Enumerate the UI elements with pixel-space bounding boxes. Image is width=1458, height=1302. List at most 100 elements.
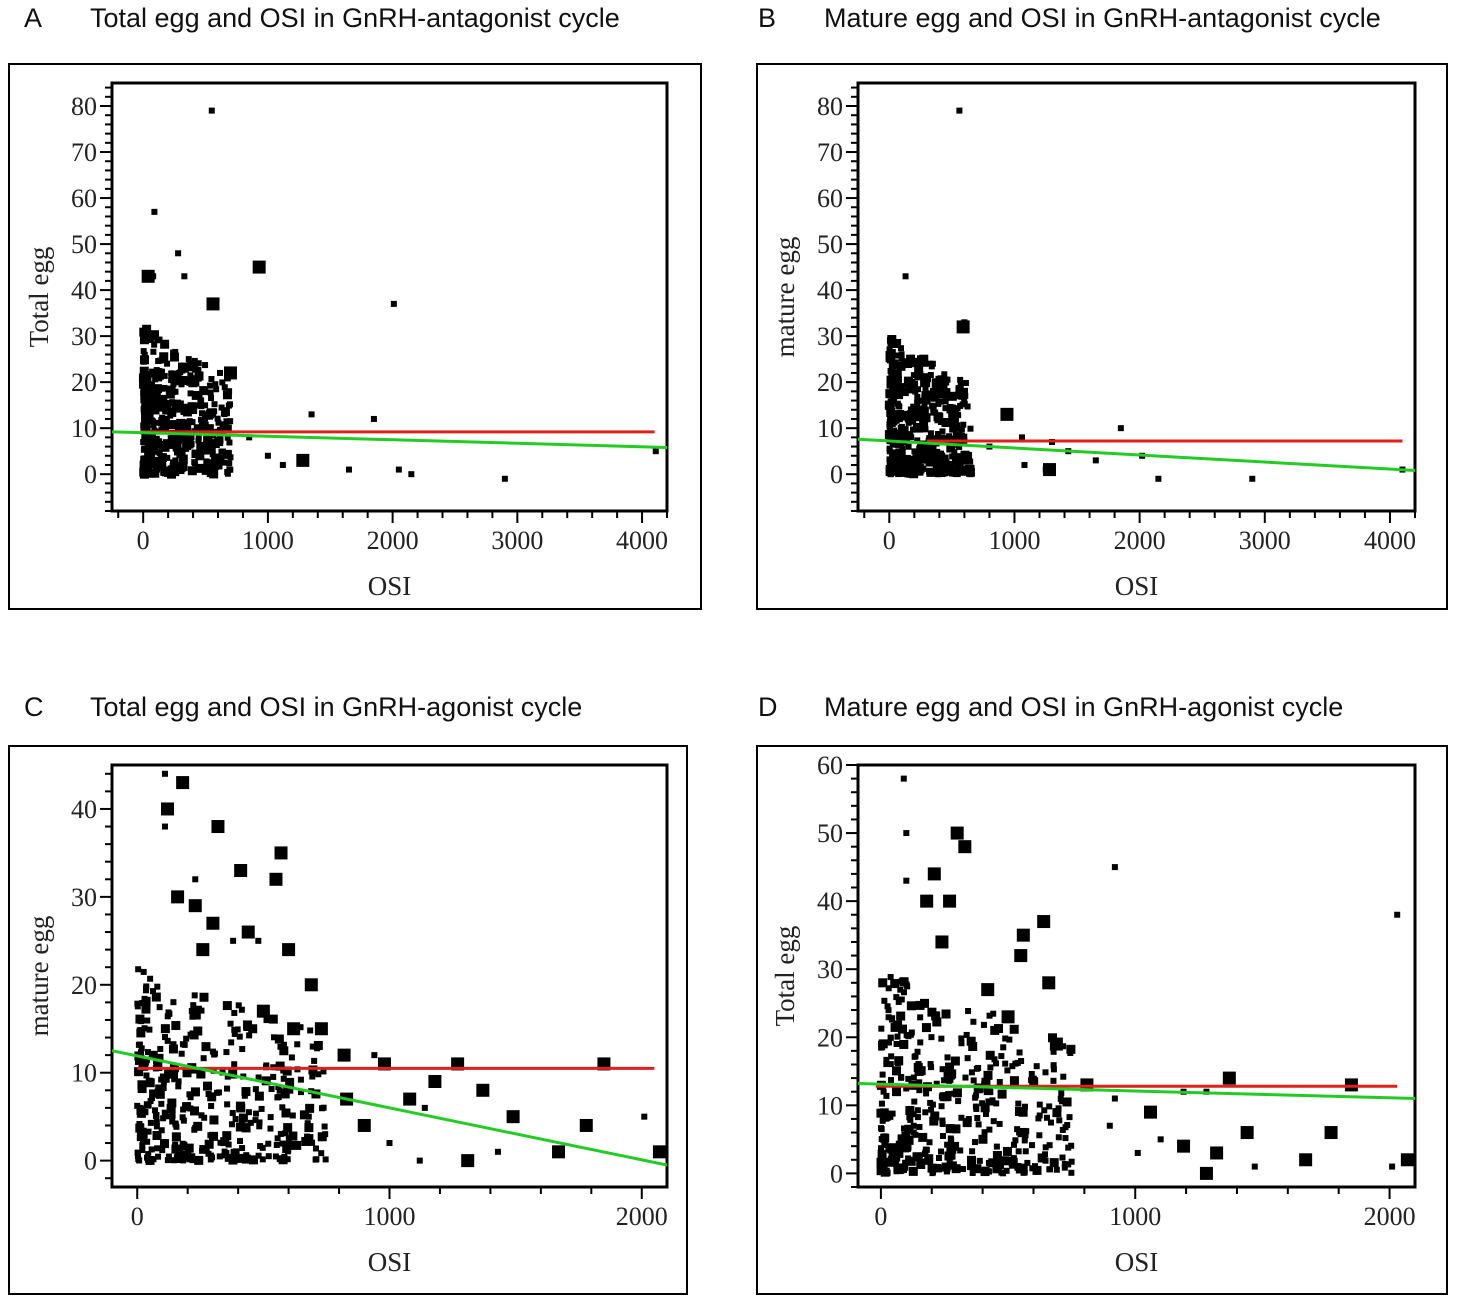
data-point: [256, 1123, 263, 1130]
data-point: [923, 1146, 930, 1153]
data-point: [209, 1115, 219, 1125]
data-point: [145, 468, 155, 478]
y-tick-label: 20: [817, 368, 843, 397]
x-axis-label: OSI: [368, 571, 412, 601]
data-point: [1018, 1163, 1028, 1173]
panel-b-letter: B: [758, 3, 777, 33]
data-point: [1021, 1103, 1028, 1110]
data-point: [911, 1053, 918, 1060]
data-point: [941, 417, 951, 427]
plot-area-border: [856, 81, 1417, 513]
data-point: [305, 1113, 312, 1120]
data-point: [187, 402, 197, 412]
panel-c-title-text: Total egg and OSI in GnRH-agonist cycle: [90, 692, 583, 722]
x-tick-label: 2000: [367, 526, 419, 555]
data-point: [1022, 1148, 1029, 1155]
data-point: [154, 983, 161, 990]
data-point: [137, 1049, 144, 1056]
data-point-large: [1014, 949, 1028, 963]
data-point: [1003, 1167, 1010, 1174]
data-point: [159, 1147, 166, 1154]
data-point: [198, 1112, 205, 1119]
data-point: [159, 352, 169, 362]
data-point: [155, 358, 162, 365]
data-point: [939, 434, 946, 441]
data-point: [914, 423, 924, 433]
data-point: [894, 1165, 904, 1175]
y-tick-label: 10: [71, 414, 97, 443]
data-point: [154, 419, 161, 426]
data-point-large: [1000, 407, 1014, 421]
data-point: [1092, 457, 1099, 464]
data-point: [139, 1142, 146, 1149]
data-point: [940, 1164, 947, 1171]
data-point: [137, 1027, 144, 1034]
data-point: [236, 1103, 246, 1113]
data-point: [155, 1084, 165, 1094]
data-point: [1117, 425, 1124, 432]
data-point: [203, 1081, 213, 1091]
data-point: [164, 360, 171, 367]
data-point: [227, 1020, 234, 1027]
data-point: [876, 1108, 886, 1118]
data-point-large: [161, 802, 174, 816]
data-point: [148, 1146, 155, 1153]
data-point: [1012, 1137, 1019, 1144]
data-point: [176, 452, 183, 459]
data-point: [877, 1125, 884, 1132]
data-point: [147, 975, 154, 982]
data-point: [1065, 1144, 1072, 1151]
data-point: [972, 1092, 979, 1099]
data-point: [1035, 1115, 1042, 1122]
data-point: [976, 1157, 983, 1164]
data-point: [228, 1121, 235, 1128]
data-point: [900, 358, 907, 365]
data-point: [958, 1114, 965, 1121]
data-point: [287, 1087, 294, 1094]
data-point: [161, 770, 168, 777]
data-point: [138, 1045, 145, 1052]
data-point: [164, 408, 171, 415]
data-point: [313, 1156, 320, 1163]
data-point: [171, 1132, 181, 1142]
x-tick-label: 3000: [1239, 526, 1291, 555]
data-point: [149, 330, 159, 340]
y-tick-label: 0: [84, 1147, 97, 1176]
data-point: [216, 463, 223, 470]
data-point-large: [206, 916, 220, 930]
data-point: [961, 433, 968, 440]
data-point: [173, 1154, 183, 1164]
data-point: [275, 1093, 282, 1100]
data-point: [386, 1140, 393, 1147]
data-point: [932, 459, 939, 466]
data-point: [938, 388, 948, 398]
data-point: [894, 1033, 901, 1040]
data-point: [993, 1100, 1000, 1107]
data-point: [1036, 1101, 1043, 1108]
data-point: [267, 1114, 274, 1121]
data-point: [170, 352, 180, 362]
data-point: [962, 1118, 972, 1128]
data-point-large: [950, 826, 964, 840]
data-point: [202, 362, 209, 369]
data-point: [884, 400, 894, 410]
data-point: [196, 441, 206, 451]
data-point: [153, 435, 160, 442]
y-tick-label: 0: [830, 460, 843, 489]
data-point: [182, 407, 192, 417]
data-point: [939, 452, 946, 459]
data-point: [906, 354, 916, 364]
data-point: [153, 1118, 160, 1125]
data-point: [890, 979, 900, 989]
data-point: [889, 1015, 896, 1022]
data-point: [1042, 1151, 1049, 1158]
data-point: [322, 1131, 329, 1138]
data-point: [950, 1056, 960, 1066]
data-point: [314, 1045, 321, 1052]
data-point: [908, 456, 915, 463]
data-point: [255, 1152, 262, 1159]
data-point: [186, 365, 193, 372]
data-point: [149, 454, 156, 461]
data-point: [952, 1088, 962, 1098]
data-point: [252, 1117, 259, 1124]
